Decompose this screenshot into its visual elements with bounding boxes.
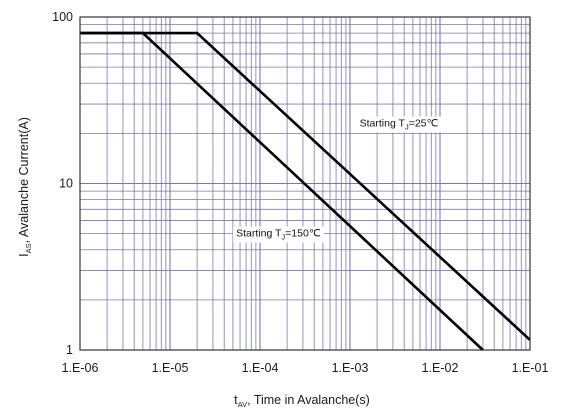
annotation-background: [356, 116, 442, 133]
series-lines: [80, 31, 531, 351]
y-tick-label: 100: [52, 10, 73, 24]
y-axis-label: IAS, Avalanche Current(A): [17, 117, 33, 257]
x-tick-label: 1.E-02: [422, 361, 459, 375]
y-tick-label: 1: [66, 343, 73, 357]
x-tick-label: 1.E-04: [242, 361, 279, 375]
x-axis-label: tAV, Time in Avalanche(s): [234, 393, 370, 409]
series-annotation-2: Starting TJ=150℃: [236, 228, 321, 242]
y-tick-labels: 1 10 100: [52, 10, 73, 357]
x-tick-label: 1.E-05: [152, 361, 189, 375]
x-tick-label: 1.E-06: [62, 361, 99, 375]
series-annotation-1: Starting TJ=25℃: [360, 117, 439, 131]
series-line-2: [80, 31, 484, 351]
x-tick-label: 1.E-03: [332, 361, 369, 375]
annotation-background: [233, 226, 324, 243]
plot-frame: [79, 16, 531, 351]
x-tick-labels: 1.E-06 1.E-05 1.E-04 1.E-03 1.E-02 1.E-01: [62, 361, 549, 375]
annotations: Starting TJ=25℃ Starting TJ=150℃: [233, 116, 442, 243]
x-tick-label: 1.E-01: [512, 361, 549, 375]
y-tick-label: 10: [59, 177, 73, 191]
